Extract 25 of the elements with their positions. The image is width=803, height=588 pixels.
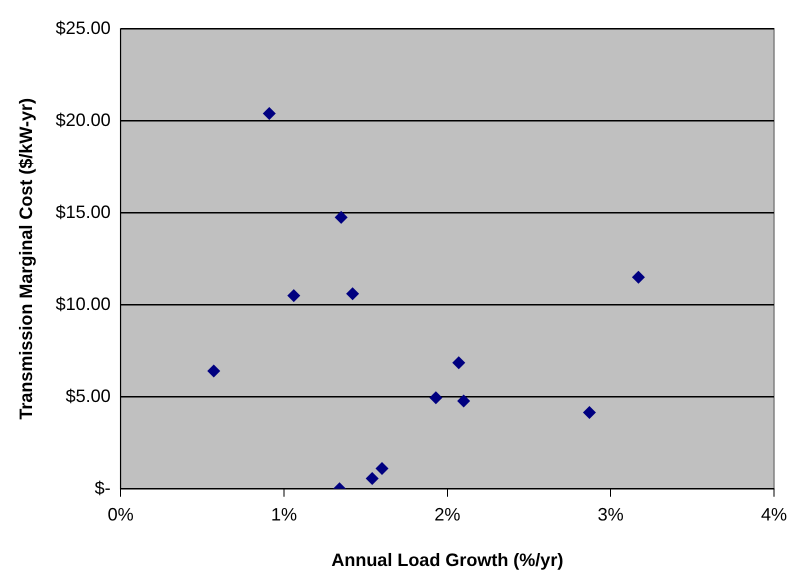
y-tick-label: $- [94, 478, 111, 498]
point [632, 270, 645, 284]
x-tick-label: 4% [760, 504, 787, 525]
point [366, 472, 379, 485]
point [334, 210, 348, 224]
y-tick-label: $5.00 [66, 386, 111, 406]
point [429, 391, 442, 404]
x-tick-label: 3% [598, 504, 624, 525]
point [346, 287, 360, 300]
y-tick-label: $25.00 [56, 18, 111, 38]
point [457, 394, 470, 408]
point [287, 289, 300, 302]
point [262, 106, 276, 120]
point [375, 462, 388, 476]
x-axis-title: Annual Load Growth (%/yr) [331, 550, 564, 570]
y-tick-label: $20.00 [56, 110, 111, 130]
point [207, 364, 220, 378]
point [452, 356, 466, 370]
y-tick-label: $15.00 [56, 202, 111, 222]
x-tick-label: 0% [108, 504, 134, 525]
x-tick-label: 1% [270, 504, 297, 525]
y-tick-label: $10.00 [56, 294, 111, 314]
y-axis-title: Transmission Marginal Cost ($/kW-yr) [16, 98, 36, 420]
x-tick-label: 2% [434, 504, 460, 525]
point [582, 406, 596, 419]
